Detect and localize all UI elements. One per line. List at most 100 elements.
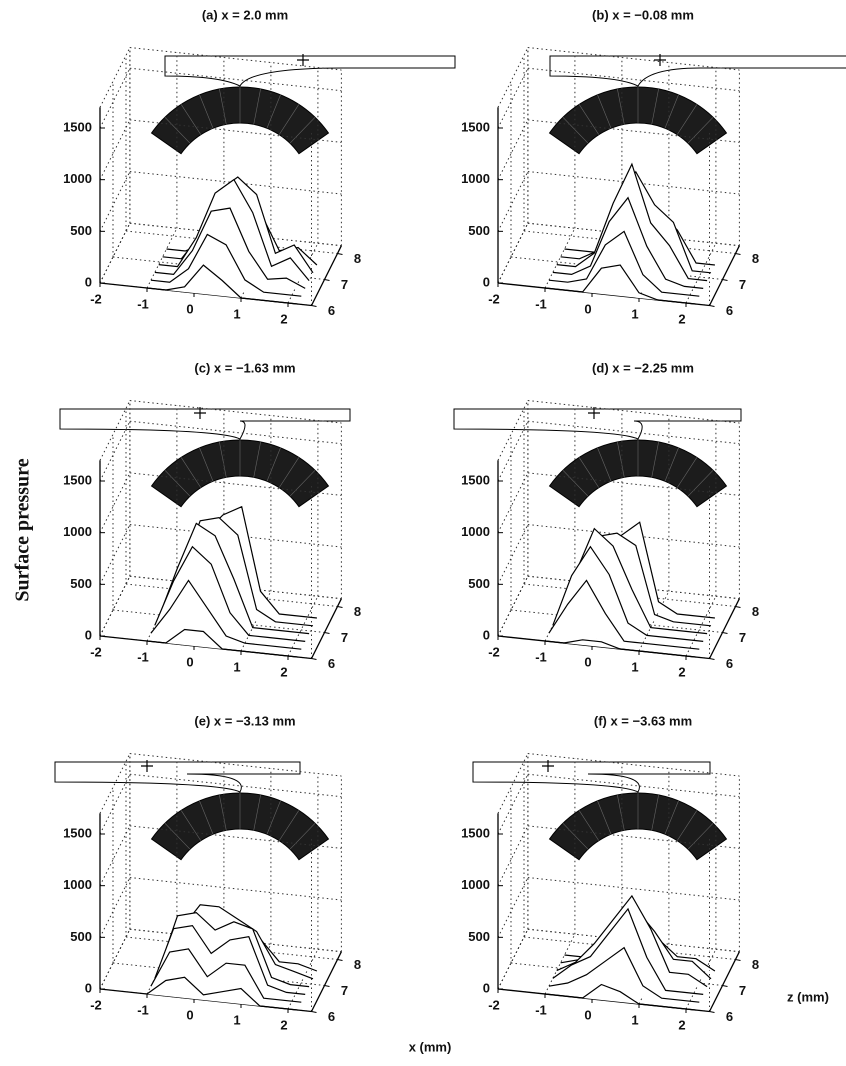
x-tick-label: -2 bbox=[488, 997, 500, 1012]
roller-mesh bbox=[278, 104, 300, 135]
profile-line bbox=[556, 162, 708, 282]
profile-line bbox=[560, 170, 712, 274]
profile-fill bbox=[545, 639, 696, 657]
z-tick-label: 6 bbox=[328, 656, 335, 671]
grid-line bbox=[99, 825, 131, 886]
panel-title: (d) x = −2.25 mm bbox=[592, 360, 694, 375]
roller-mesh bbox=[676, 457, 698, 488]
roller-mesh bbox=[253, 441, 261, 478]
roller-mesh bbox=[278, 810, 300, 841]
profile-line bbox=[150, 579, 302, 650]
x-tick-label: -1 bbox=[535, 1002, 547, 1017]
tick-mark bbox=[735, 959, 741, 961]
contact-marker bbox=[542, 760, 554, 772]
profile-line bbox=[552, 545, 704, 642]
x-tick-label: 1 bbox=[233, 306, 240, 321]
z-tick-label: 7 bbox=[341, 630, 348, 645]
panel: (d) x = −2.25 mm 0 500 1000 1500 -2 -1 0 1 2 678 bbox=[453, 360, 759, 679]
z-axis bbox=[310, 245, 342, 306]
roller-mesh bbox=[617, 441, 625, 478]
y-tick-label: 1000 bbox=[461, 877, 490, 892]
x-tick-label: -2 bbox=[488, 644, 500, 659]
grid-line bbox=[99, 575, 131, 637]
x-tick-label: -2 bbox=[488, 291, 500, 306]
profile-line bbox=[544, 983, 696, 1011]
z-tick-label: 8 bbox=[354, 604, 361, 619]
z-tick-label: 6 bbox=[726, 656, 733, 671]
profile-fill bbox=[545, 984, 696, 1010]
profile-line bbox=[548, 230, 700, 297]
tick-mark bbox=[311, 1011, 317, 1013]
roller-mesh bbox=[266, 800, 281, 835]
y-tick-label: 0 bbox=[483, 627, 490, 642]
x-tick-label: 1 bbox=[631, 306, 638, 321]
roller-mesh bbox=[199, 447, 214, 482]
roller-mesh bbox=[180, 104, 202, 135]
roller-mesh bbox=[164, 470, 191, 497]
profile-line bbox=[158, 522, 310, 635]
x-tick-label: 0 bbox=[584, 1007, 591, 1022]
profile-line bbox=[146, 976, 298, 1011]
roller-mesh bbox=[617, 794, 625, 831]
roller-mesh bbox=[597, 447, 612, 482]
grid-line bbox=[497, 877, 529, 938]
box-edge bbox=[497, 47, 529, 108]
sheet bbox=[54, 761, 301, 793]
y-tick-label: 1000 bbox=[63, 524, 92, 539]
z-tick-label: 7 bbox=[739, 277, 746, 292]
z-tick-label: 8 bbox=[752, 604, 759, 619]
sheet bbox=[472, 761, 711, 793]
profile-line bbox=[544, 639, 696, 658]
roller-mesh bbox=[164, 823, 191, 850]
grid-line bbox=[497, 928, 529, 990]
tick-mark bbox=[324, 279, 330, 281]
roller-mesh bbox=[278, 457, 300, 488]
roller-mesh bbox=[266, 447, 281, 482]
x-tick-label: 2 bbox=[280, 664, 287, 679]
tick-mark bbox=[337, 959, 343, 961]
y-tick-label: 1500 bbox=[63, 825, 92, 840]
x-tick-label: 1 bbox=[233, 1012, 240, 1027]
roller-mesh bbox=[676, 104, 698, 135]
y-tick-label: 500 bbox=[70, 223, 92, 238]
z-tick-label: 8 bbox=[354, 251, 361, 266]
x-tick-label: 0 bbox=[186, 301, 193, 316]
grid-line bbox=[99, 928, 131, 990]
profile-line bbox=[146, 264, 298, 305]
y-tick-label: 1500 bbox=[461, 119, 490, 134]
z-tick-label: 7 bbox=[739, 983, 746, 998]
z-tick-label: 7 bbox=[341, 983, 348, 998]
x-tick-label: 2 bbox=[280, 1017, 287, 1032]
z-tick-label: 7 bbox=[341, 277, 348, 292]
profile-line bbox=[158, 911, 310, 988]
roller-mesh bbox=[199, 800, 214, 835]
z-tick-label: 7 bbox=[739, 630, 746, 645]
x-tick-label: -2 bbox=[90, 291, 102, 306]
y-tick-label: 1500 bbox=[63, 119, 92, 134]
roller-mesh bbox=[562, 470, 589, 497]
sheet bbox=[164, 55, 456, 87]
tick-mark bbox=[722, 985, 728, 987]
tick-mark bbox=[709, 658, 715, 660]
y-tick-label: 1000 bbox=[461, 524, 490, 539]
grid-line bbox=[287, 948, 319, 1010]
sheet bbox=[453, 408, 742, 440]
y-tick-label: 500 bbox=[70, 576, 92, 591]
tick-mark bbox=[311, 658, 317, 660]
x-tick-label: -2 bbox=[90, 644, 102, 659]
roller-mesh bbox=[253, 794, 261, 831]
tick-mark bbox=[735, 606, 741, 608]
y-tick-label: 1000 bbox=[461, 171, 490, 186]
profile-line bbox=[150, 948, 302, 1003]
y-tick-label: 500 bbox=[468, 223, 490, 238]
z-axis bbox=[708, 598, 740, 659]
roller-mesh bbox=[219, 88, 227, 125]
contact-marker bbox=[297, 54, 309, 66]
z-tick-label: 6 bbox=[328, 1009, 335, 1024]
roller-mesh bbox=[664, 447, 679, 482]
profile-fill bbox=[548, 580, 700, 650]
grid-line bbox=[99, 472, 131, 533]
x-tick-label: 2 bbox=[678, 311, 685, 326]
y-tick-label: 0 bbox=[85, 980, 92, 995]
tick-mark bbox=[735, 253, 741, 255]
